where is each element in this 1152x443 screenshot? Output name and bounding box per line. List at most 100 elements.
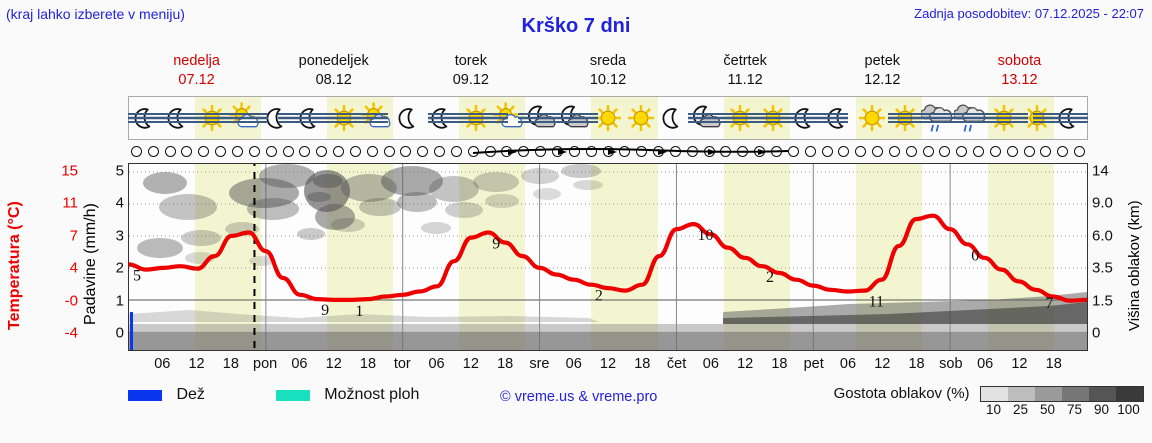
weather-icon-cell-13 xyxy=(558,97,592,139)
prec-tick-1: 4 xyxy=(115,194,124,212)
wind-dir-circle-icon xyxy=(821,145,833,157)
sun-icon xyxy=(591,101,625,135)
temperature-axis-ticks: 15 11 7 4 -0 -4 xyxy=(30,163,78,351)
weather-icon-cell-2 xyxy=(195,97,229,139)
wind-dir-circle-icon xyxy=(349,145,361,157)
wind-dir-marker-6 xyxy=(229,145,246,157)
wind-dir-circle-icon xyxy=(265,145,277,157)
cloud-density-step-3: 75 xyxy=(1066,402,1083,417)
x-tick-5: 12 xyxy=(325,356,342,372)
x-tick-17: 12 xyxy=(737,356,754,372)
x-tick-11: sre xyxy=(529,356,550,372)
weather-icon-cell-12 xyxy=(525,97,559,139)
wind-dir-marker-36 xyxy=(734,145,751,157)
wind-dir-circle-icon xyxy=(939,145,951,157)
weather-icon-cell-16 xyxy=(657,97,691,139)
cloud-density-cell-3 xyxy=(1062,387,1089,401)
precipitation-axis-ticks: 5 4 3 2 1 0 xyxy=(104,163,124,351)
weather-icon-cell-26 xyxy=(987,97,1021,139)
cloud-density-cell-5 xyxy=(1116,387,1143,401)
day-header-1: ponedeljek 08.12 xyxy=(265,52,402,92)
wind-dir-circle-icon xyxy=(282,145,294,157)
wind-dir-circle-icon xyxy=(956,145,968,157)
temp-tick-2: 7 xyxy=(69,227,78,245)
day-header-4: četrtek 11.12 xyxy=(677,52,814,92)
wind-dir-circle-icon xyxy=(215,145,227,157)
wind-dir-circle-icon xyxy=(181,145,193,157)
x-tick-12: 06 xyxy=(565,356,582,372)
moon-icon xyxy=(261,101,295,135)
wind-dir-circle-icon xyxy=(130,145,142,157)
day-name: četrtek xyxy=(723,53,767,69)
wind-dir-marker-32 xyxy=(667,145,684,157)
copyright-link[interactable]: © vreme.us & vreme.pro xyxy=(500,389,658,405)
day-header-0: nedelja 07.12 xyxy=(128,52,265,92)
temp-value-label-4: 2 xyxy=(595,288,603,305)
cloud-tick-0: 14 xyxy=(1092,162,1109,180)
wind-dir-circle-icon xyxy=(770,145,782,157)
weather-icon-cell-17 xyxy=(690,97,724,139)
wind-dir-circle-icon xyxy=(872,145,884,157)
wind-dir-circle-icon xyxy=(720,145,732,157)
wind-dir-circle-icon xyxy=(636,145,648,157)
wind-dir-marker-22 xyxy=(499,145,516,157)
plot-band-7 xyxy=(360,164,394,350)
wind-dir-marker-35 xyxy=(718,145,735,157)
moon-cloud-icon xyxy=(525,101,559,135)
wind-dir-circle-icon xyxy=(585,145,597,157)
temp-value-label-7: 11 xyxy=(869,294,884,311)
wind-dir-marker-52 xyxy=(1004,145,1021,157)
weather-icon-cell-8 xyxy=(393,97,427,139)
moon-icon xyxy=(822,101,856,135)
wind-dir-marker-42 xyxy=(835,145,852,157)
wind-dir-marker-50 xyxy=(970,145,987,157)
weather-icon-cell-15 xyxy=(624,97,658,139)
weather-icon-cell-24 xyxy=(919,97,955,139)
wind-dir-circle-icon xyxy=(888,145,900,157)
day-header-2: torek 09.12 xyxy=(402,52,539,92)
temp-value-label-1: 9 xyxy=(321,302,329,319)
wind-dir-marker-28 xyxy=(600,145,617,157)
x-tick-16: 06 xyxy=(702,356,719,372)
wind-dir-marker-15 xyxy=(381,145,398,157)
rain-legend-label: Dež xyxy=(176,386,205,403)
wind-dir-marker-20 xyxy=(465,145,482,157)
x-tick-26: 18 xyxy=(1045,356,1062,372)
day-night-bands xyxy=(129,164,1087,350)
showers-color-swatch xyxy=(275,389,310,401)
wind-dir-circle-icon xyxy=(518,145,530,157)
wind-dir-marker-37 xyxy=(751,145,768,157)
temp-value-label-6: 2 xyxy=(766,269,774,286)
temp-value-label-3: 9 xyxy=(492,236,500,253)
wind-dir-marker-39 xyxy=(785,145,802,157)
x-tick-7: tor xyxy=(393,356,411,372)
day-name: nedelja xyxy=(173,53,220,69)
wind-dir-circle-icon xyxy=(501,145,513,157)
moon-icon xyxy=(657,101,691,135)
wind-dir-circle-icon xyxy=(838,145,850,157)
weather-icon-cell-3 xyxy=(228,97,262,139)
wind-dir-circle-icon xyxy=(1074,145,1086,157)
wind-dir-circle-icon xyxy=(973,145,985,157)
wind-dir-marker-10 xyxy=(296,145,313,157)
weather-icon-cell-9 xyxy=(426,97,460,139)
wind-dir-marker-48 xyxy=(937,145,954,157)
x-tick-15: čet xyxy=(666,356,687,372)
weather-icon-cell-0 xyxy=(129,97,163,139)
weather-icon-cell-20 xyxy=(789,97,823,139)
x-tick-23: sob xyxy=(939,356,963,372)
wind-dir-circle-icon xyxy=(787,145,799,157)
wind-dir-marker-11 xyxy=(313,145,330,157)
wind-dir-circle-icon xyxy=(434,145,446,157)
page-title: Krško 7 dni xyxy=(521,15,631,37)
wind-dir-circle-icon xyxy=(248,145,260,157)
day-date: 13.12 xyxy=(1001,72,1038,88)
moon-icon xyxy=(162,101,196,135)
x-tick-4: 06 xyxy=(291,356,308,372)
moon-icon xyxy=(426,101,460,135)
x-tick-13: 12 xyxy=(599,356,617,372)
prec-tick-5: 0 xyxy=(115,324,124,342)
day-date: 07.12 xyxy=(178,72,215,88)
plot-band-1 xyxy=(162,164,196,350)
temp-tick-4: -0 xyxy=(64,292,78,310)
